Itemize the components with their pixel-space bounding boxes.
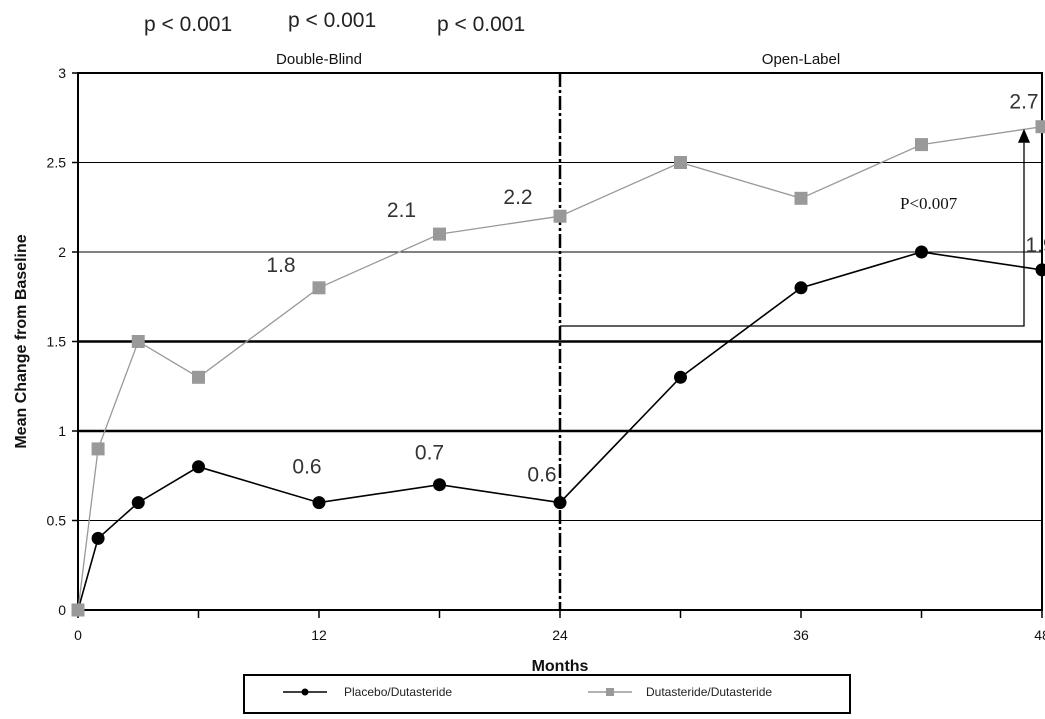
data-labels: 1.8 2.1 2.2 2.7 0.6 0.7 0.6 1.9 — [266, 91, 1045, 487]
axes: 0 0.5 1 1.5 2 2.5 3 0 12 24 36 48 — [47, 65, 1045, 643]
y-tick-label: 0 — [58, 602, 66, 618]
data-point — [312, 281, 326, 295]
x-tick-label: 12 — [311, 627, 327, 643]
y-tick-label: 1.5 — [47, 334, 67, 350]
data-point — [674, 370, 687, 384]
data-label: 1.9 — [1025, 234, 1045, 257]
series-layer — [71, 120, 1045, 617]
legend-marker — [606, 688, 614, 696]
significance-annotation: P<0.007 — [900, 194, 958, 213]
data-point — [192, 370, 205, 384]
phase-label-open-label: Open-Label — [762, 51, 840, 68]
data-point — [192, 460, 205, 474]
data-point — [71, 603, 85, 617]
p-value-label: p < 0.001 — [437, 13, 525, 36]
y-tick-label: 0.5 — [47, 513, 67, 529]
y-tick-label: 2.5 — [47, 155, 67, 171]
y-tick-label: 3 — [58, 65, 66, 81]
x-tick-label: 24 — [552, 627, 568, 643]
y-tick-label: 1 — [58, 423, 66, 439]
x-tick-label: 48 — [1034, 627, 1045, 643]
data-point — [794, 281, 808, 295]
legend-box — [243, 674, 851, 714]
phase-label-double-blind: Double-Blind — [276, 51, 362, 68]
data-point — [1035, 263, 1045, 277]
data-point — [433, 227, 446, 241]
data-label: 2.7 — [1009, 91, 1038, 114]
data-label: 2.1 — [387, 199, 416, 222]
data-point — [915, 138, 928, 152]
data-label: 0.7 — [415, 442, 444, 465]
data-point — [131, 496, 145, 510]
data-point — [433, 478, 446, 492]
arrow-head-icon — [1018, 128, 1030, 143]
significance-bracket — [560, 128, 1030, 327]
p-value-label: p < 0.001 — [144, 13, 232, 36]
data-label: 1.8 — [266, 254, 295, 277]
grid-lines — [78, 162, 1042, 521]
data-point — [1035, 120, 1045, 134]
x-tick-label: 36 — [793, 627, 809, 643]
x-tick-label: 0 — [74, 627, 82, 643]
legend-label: Dutasteride/Dutasteride — [646, 685, 772, 699]
data-point — [553, 496, 567, 510]
data-point — [91, 531, 105, 545]
data-label: 0.6 — [292, 456, 321, 479]
data-point — [312, 496, 326, 510]
y-tick-label: 2 — [58, 244, 66, 260]
data-point — [915, 245, 928, 259]
y-axis-title: Mean Change from Baseline — [13, 234, 30, 448]
data-point — [131, 335, 145, 348]
data-point — [91, 442, 105, 456]
legend-marker — [301, 688, 309, 696]
data-label: 0.6 — [527, 464, 556, 487]
data-point — [794, 191, 808, 205]
p-value-label: p < 0.001 — [288, 9, 376, 32]
bracket-line — [560, 142, 1025, 327]
legend-label: Placebo/Dutasteride — [344, 685, 452, 699]
data-point — [674, 156, 687, 169]
data-label: 2.2 — [503, 186, 532, 209]
x-axis-title: Months — [532, 658, 589, 675]
data-point — [553, 209, 567, 223]
legend: Placebo/Dutasteride Dutasteride/Dutaster… — [243, 674, 851, 714]
